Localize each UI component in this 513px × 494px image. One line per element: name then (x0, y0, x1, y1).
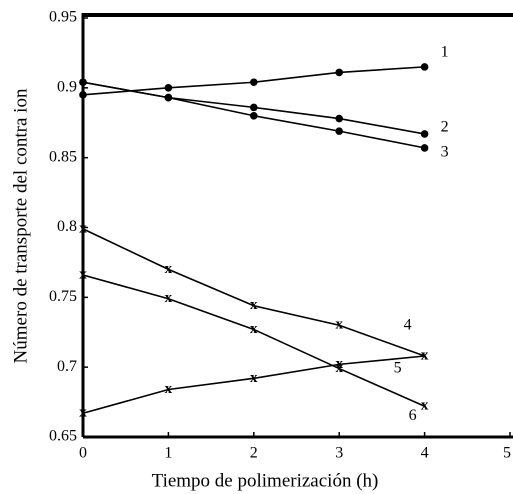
x-tick-label: 5 (503, 445, 511, 462)
series-label: 1 (441, 44, 449, 61)
point (250, 111, 258, 120)
point (420, 63, 429, 71)
point: x (79, 405, 87, 421)
point (79, 78, 87, 87)
point: x (79, 266, 87, 282)
point (335, 68, 344, 77)
point: x (421, 398, 429, 414)
point (79, 91, 87, 99)
point (164, 93, 173, 102)
point: x (335, 356, 343, 372)
point: x (335, 317, 343, 333)
series-label: 2 (441, 119, 449, 136)
series-line (82, 355, 425, 415)
point: x (250, 321, 258, 337)
point: x (250, 297, 258, 313)
point: x (421, 347, 429, 363)
x-tick-label: 1 (164, 445, 172, 462)
point: x (79, 220, 87, 236)
y-tick-label: 0.7 (57, 358, 77, 375)
x-tick-label: 4 (421, 445, 429, 462)
x-axis-label: Tiempo de polimerización (h) (152, 470, 379, 491)
y-tick-label: 0.75 (49, 288, 77, 305)
y-tick-label: 0.9 (57, 79, 77, 96)
y-axis-label: Número de transporte del contra ion (10, 88, 31, 363)
point (335, 114, 344, 123)
point (420, 144, 429, 152)
x-tick-label: 0 (79, 445, 87, 462)
point: x (165, 381, 173, 397)
y-tick-label: 0.8 (57, 218, 77, 235)
series-line (82, 228, 425, 357)
point (250, 103, 258, 112)
point: x (421, 347, 429, 363)
point (335, 127, 344, 135)
point (420, 130, 429, 138)
series-label: 3 (441, 144, 449, 161)
series-line (82, 274, 425, 408)
series-label: 6 (409, 407, 417, 424)
point (250, 78, 258, 87)
point: x (165, 261, 173, 277)
y-tick-label: 0.65 (49, 428, 77, 445)
point: x (335, 360, 343, 376)
y-tick-label: 0.85 (49, 148, 77, 165)
series-label: 4 (404, 317, 412, 334)
point: x (165, 290, 173, 306)
x-tick-label: 2 (250, 445, 258, 462)
series-label: 5 (394, 360, 402, 377)
point: x (250, 370, 258, 386)
x-tick-label: 3 (335, 445, 343, 462)
y-tick-label: 0.95 (49, 9, 77, 26)
point (164, 84, 173, 92)
